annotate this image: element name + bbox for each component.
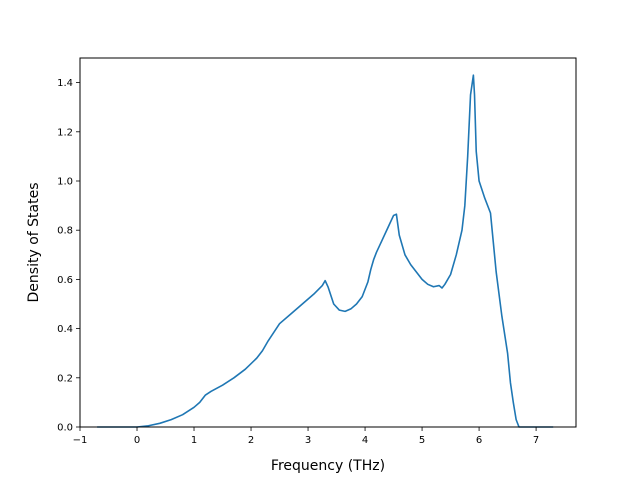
x-tick-label: 7: [533, 435, 539, 446]
x-axis-ticks: −1 0 1 2 3 4 5 6 7: [73, 427, 539, 446]
x-tick-label: 1: [191, 435, 197, 446]
y-axis-label: Density of States: [26, 183, 42, 303]
y-tick-label: 1.4: [57, 78, 73, 89]
x-tick-label: 5: [419, 435, 425, 446]
x-tick-label: −1: [73, 435, 88, 446]
y-tick-label: 0.8: [57, 226, 73, 237]
x-tick-label: 3: [305, 435, 311, 446]
axes-frame: [79, 57, 577, 428]
y-tick-label: 0.0: [57, 423, 73, 434]
y-tick-label: 1.0: [57, 177, 73, 188]
y-tick-label: 0.4: [57, 324, 73, 335]
y-tick-label: 0.6: [57, 275, 73, 286]
y-tick-label: 0.2: [57, 373, 73, 384]
x-tick-label: 0: [134, 435, 140, 446]
x-tick-label: 2: [248, 435, 254, 446]
x-axis-label: Frequency (THz): [271, 458, 385, 474]
dos-series-line: [97, 74, 554, 428]
x-tick-label: 6: [476, 435, 482, 446]
plot-area: [97, 74, 554, 428]
y-axis-ticks: 0.0 0.2 0.4 0.6 0.8 1.0 1.2 1.4: [57, 78, 80, 434]
x-tick-label: 4: [362, 435, 368, 446]
y-tick-label: 1.2: [57, 127, 73, 138]
